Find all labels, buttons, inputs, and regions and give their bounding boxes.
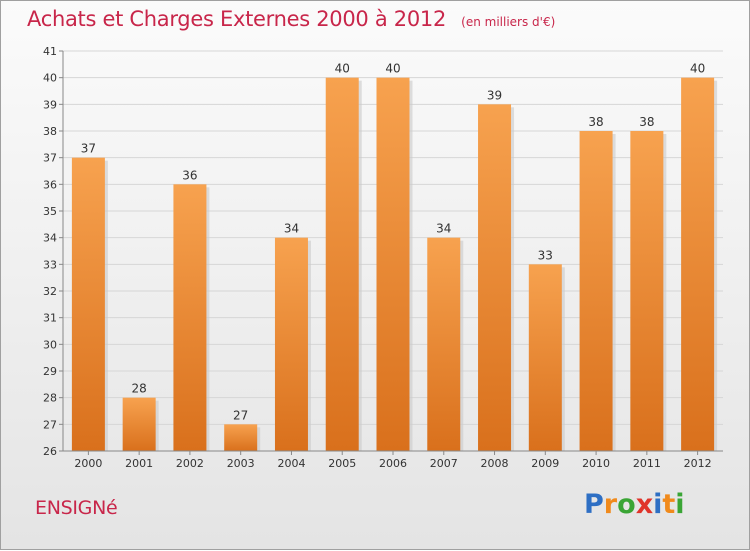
chart-subtitle: (en milliers d'€) bbox=[461, 15, 556, 29]
y-tick-label: 39 bbox=[43, 98, 57, 111]
bar bbox=[376, 77, 410, 452]
y-tick-label: 27 bbox=[43, 418, 57, 431]
y-tick-label: 30 bbox=[43, 338, 57, 351]
logo-letter: P bbox=[584, 489, 604, 520]
y-tick-label: 40 bbox=[43, 72, 57, 85]
commune-name: ENSIGNé bbox=[35, 497, 118, 519]
y-tick-label: 26 bbox=[43, 445, 57, 458]
x-tick-label: 2001 bbox=[125, 457, 153, 470]
bar bbox=[274, 237, 308, 451]
y-tick-label: 36 bbox=[43, 178, 57, 191]
bar bbox=[325, 77, 359, 452]
y-tick-label: 34 bbox=[43, 232, 57, 245]
bar bbox=[579, 131, 613, 451]
bars bbox=[71, 77, 718, 452]
title-row: Achats et Charges Externes 2000 à 2012 (… bbox=[27, 7, 555, 31]
logo-letter: i bbox=[675, 489, 685, 520]
logo-letter: r bbox=[603, 489, 618, 520]
logo-letter: t bbox=[662, 489, 676, 520]
x-tick-label: 2012 bbox=[684, 457, 712, 470]
x-tick-label: 2004 bbox=[277, 457, 305, 470]
value-label: 28 bbox=[132, 382, 147, 396]
y-tick-label: 32 bbox=[43, 285, 57, 298]
bar bbox=[122, 397, 156, 451]
bar bbox=[681, 77, 715, 452]
value-label: 38 bbox=[639, 115, 654, 129]
value-label: 40 bbox=[690, 62, 705, 76]
y-tick-label: 33 bbox=[43, 258, 57, 271]
x-tick-label: 2007 bbox=[430, 457, 458, 470]
value-label: 33 bbox=[538, 248, 553, 262]
axes bbox=[59, 50, 723, 455]
y-tick-label: 38 bbox=[43, 125, 57, 138]
proxiti-logo: Proxiti bbox=[584, 489, 685, 520]
bar bbox=[478, 104, 512, 451]
bar bbox=[528, 264, 562, 451]
y-tick-label: 29 bbox=[43, 365, 57, 378]
labels: 26 27 28 29 30 31 32 33 34 35 36 37 38 39 40 41 37 2000 28… bbox=[43, 45, 712, 470]
value-label: 40 bbox=[335, 62, 350, 76]
value-label: 37 bbox=[81, 142, 96, 156]
y-tick-label: 35 bbox=[43, 205, 57, 218]
value-label: 39 bbox=[487, 88, 502, 102]
bar bbox=[71, 157, 105, 451]
logo-letter: o bbox=[617, 489, 636, 520]
value-label: 38 bbox=[588, 115, 603, 129]
y-tick-label: 28 bbox=[43, 392, 57, 405]
x-tick-label: 2005 bbox=[328, 457, 356, 470]
value-label: 34 bbox=[436, 222, 451, 236]
value-label: 36 bbox=[182, 168, 197, 182]
bar bbox=[630, 131, 664, 451]
y-tick-label: 31 bbox=[43, 312, 57, 325]
x-tick-label: 2003 bbox=[227, 457, 255, 470]
x-tick-label: 2000 bbox=[74, 457, 102, 470]
x-tick-label: 2009 bbox=[531, 457, 559, 470]
value-label: 40 bbox=[385, 62, 400, 76]
bar bbox=[427, 237, 461, 451]
y-tick-label: 37 bbox=[43, 152, 57, 165]
chart-title: Achats et Charges Externes 2000 à 2012 bbox=[27, 7, 447, 31]
x-tick-label: 2008 bbox=[481, 457, 509, 470]
x-tick-label: 2002 bbox=[176, 457, 204, 470]
bar bbox=[173, 184, 207, 452]
value-label: 27 bbox=[233, 408, 248, 422]
x-tick-label: 2011 bbox=[633, 457, 661, 470]
logo-letter: x bbox=[635, 489, 654, 520]
x-tick-label: 2010 bbox=[582, 457, 610, 470]
x-tick-label: 2006 bbox=[379, 457, 407, 470]
bar bbox=[224, 424, 258, 451]
logo-letter: i bbox=[653, 489, 663, 520]
value-label: 34 bbox=[284, 222, 299, 236]
y-tick-label: 41 bbox=[43, 45, 57, 58]
